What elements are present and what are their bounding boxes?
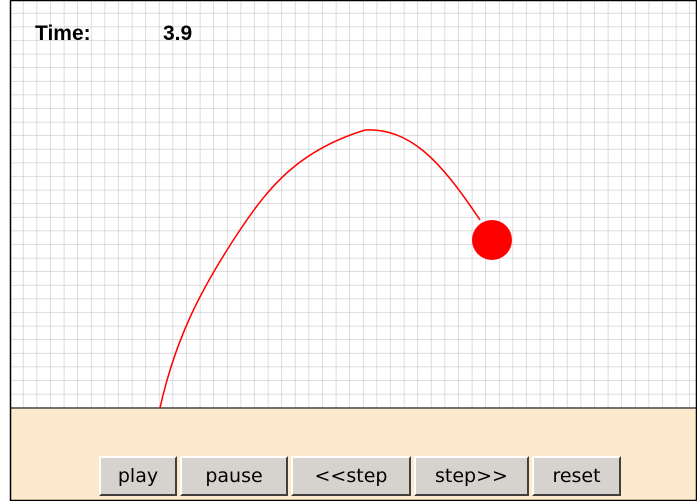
pause-button[interactable]: pause xyxy=(180,456,288,496)
grid xyxy=(10,0,697,408)
time-value: 3.9 xyxy=(163,22,193,45)
step-forward-button[interactable]: step>> xyxy=(414,456,529,496)
ball xyxy=(472,220,512,260)
step-back-button[interactable]: <<step xyxy=(291,456,411,496)
trajectory xyxy=(159,129,481,409)
reset-button[interactable]: reset xyxy=(532,456,621,496)
play-button[interactable]: play xyxy=(99,456,177,496)
time-label: Time: xyxy=(35,22,91,45)
